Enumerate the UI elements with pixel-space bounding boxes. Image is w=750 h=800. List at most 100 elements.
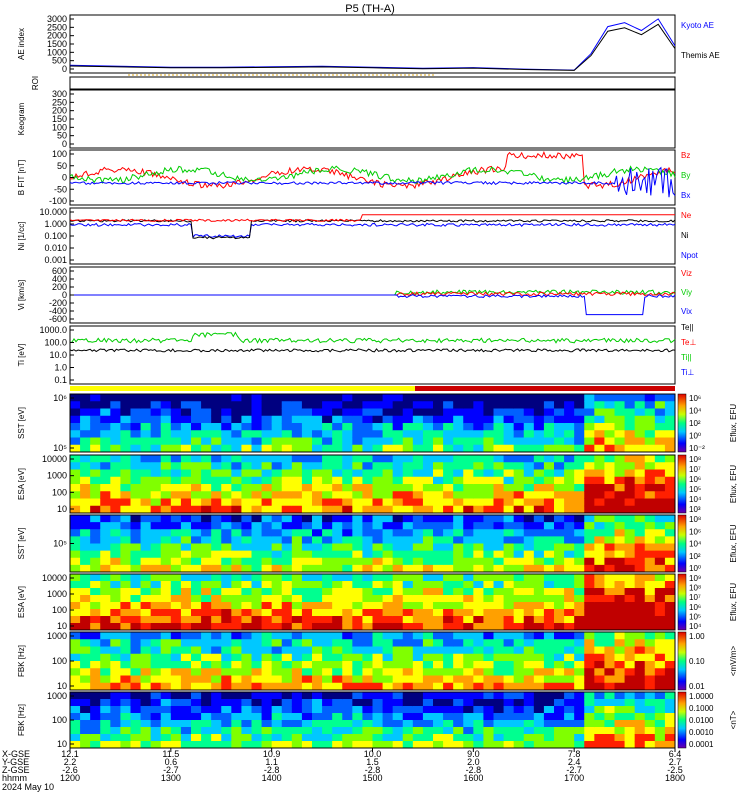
spec-cell [493, 469, 505, 478]
spec-cell [564, 616, 575, 624]
spec-cell [594, 522, 605, 530]
spec-cell [644, 529, 656, 537]
spec-cell [554, 734, 565, 742]
spec-cell [382, 602, 394, 610]
spec-cell [483, 609, 494, 617]
spec-cell [644, 430, 656, 438]
spec-cell [614, 564, 626, 573]
spec-cell [221, 515, 232, 523]
spec-cell [160, 543, 172, 552]
spec-cell [574, 595, 585, 603]
spec-cell [392, 632, 404, 640]
spec-cell [654, 491, 666, 499]
spec-cell [241, 484, 252, 492]
spec-cell [594, 727, 605, 735]
spec-cell [241, 668, 252, 676]
spec-cell [291, 588, 303, 596]
spec-cell [291, 476, 303, 485]
spec-cell [291, 653, 303, 662]
spec-cell [70, 720, 81, 728]
spec-cell [90, 543, 101, 552]
spec-cell [352, 529, 363, 537]
spec-cell [130, 609, 142, 617]
spec-cell [503, 505, 515, 514]
spec-cell [261, 639, 273, 647]
spec-cell [201, 602, 212, 610]
colorbar-tick: 0.01 [689, 682, 705, 691]
colorbar-tick: 1.00 [689, 632, 705, 641]
spec-cell [624, 574, 636, 582]
spec-cell [412, 713, 424, 721]
legend-entry: Kyoto AE [681, 21, 714, 30]
spec-cell [422, 574, 434, 582]
spec-cell [231, 522, 242, 530]
spec-cell [90, 437, 101, 446]
spec-cell [634, 543, 646, 552]
spec-cell [533, 415, 545, 424]
spec-cell [150, 564, 162, 573]
spec-cell [574, 491, 585, 499]
spec-cell [170, 720, 182, 728]
spec-cell [160, 639, 172, 647]
spec-cell [473, 727, 484, 735]
spec-cell [483, 668, 494, 676]
spec-cell [543, 550, 555, 559]
spec-cell [624, 543, 636, 552]
spec-cell [342, 550, 353, 559]
spec-cell [664, 623, 676, 631]
spec-cell [523, 484, 535, 492]
spec-cell [433, 623, 444, 631]
spec-cell [100, 491, 111, 499]
spec-cell [271, 699, 283, 707]
spec-cell [150, 616, 162, 624]
spec-cell [191, 536, 202, 544]
spec-cell [443, 706, 454, 714]
spec-cell [322, 713, 333, 721]
spec-cell [281, 498, 293, 507]
spec-cell [433, 408, 444, 417]
plot-title: P5 (TH-A) [345, 3, 395, 15]
spec-cell [604, 430, 615, 438]
spec-cell [654, 564, 666, 573]
spec-cell [120, 430, 131, 438]
spec-cell [70, 595, 81, 603]
spec-cell [342, 668, 353, 676]
spec-cell [634, 646, 646, 655]
spec-cell [533, 616, 545, 624]
spec-cell [70, 706, 81, 714]
spec-cell [90, 455, 101, 463]
spec-cell [281, 515, 293, 523]
spec-cell [654, 574, 666, 582]
x-tick-label: 1500 [362, 773, 382, 783]
spec-cell [322, 543, 333, 552]
spec-cell [322, 484, 333, 492]
spec-cell [372, 437, 384, 446]
spec-cell [574, 720, 585, 728]
spec-cell [130, 616, 142, 624]
spec-cell [473, 550, 484, 559]
spec-cell [654, 401, 666, 409]
spec-cell [372, 727, 384, 735]
spec-cell [513, 536, 525, 544]
spec-cell [80, 491, 91, 499]
spec-cell [70, 437, 81, 446]
spec-cell [170, 706, 182, 714]
spec-cell [342, 713, 353, 721]
spec-cell [281, 623, 293, 631]
spec-cell [382, 646, 394, 655]
spec-cell [493, 437, 505, 446]
spec-cell [140, 682, 152, 691]
spec-cell [483, 699, 494, 707]
spec-cell [634, 505, 646, 514]
spec-cell [483, 653, 494, 662]
spec-cell [312, 668, 323, 676]
spec-cell [543, 462, 555, 470]
legend-entry: Viy [681, 288, 692, 297]
spec-cell [140, 623, 152, 631]
spec-cell [261, 557, 273, 566]
spec-cell [70, 394, 81, 402]
spec-cell [453, 522, 464, 530]
spec-cell [170, 430, 182, 438]
spec-cell [614, 543, 626, 552]
spec-cell [100, 469, 111, 478]
